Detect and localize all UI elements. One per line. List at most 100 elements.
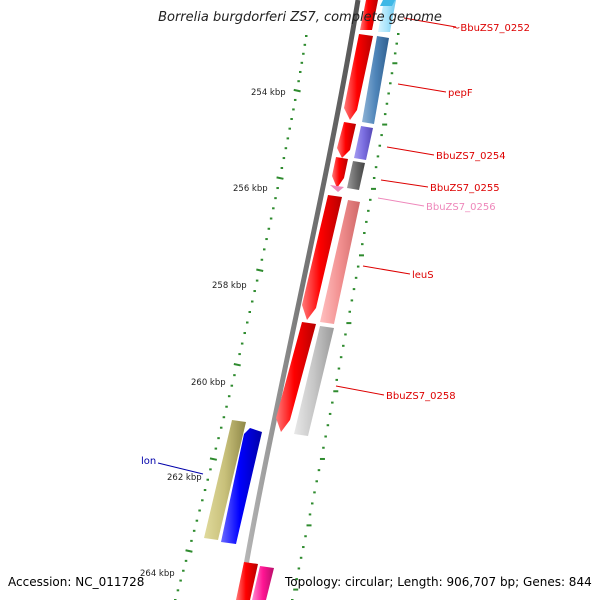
outer-ring-dot [333, 390, 339, 393]
gene-label-0255[interactable]: BbuZS7_0255 [430, 183, 500, 194]
scale-minor-tick [300, 61, 304, 64]
scale-minor-tick [276, 187, 279, 190]
outer-ring-dot [306, 524, 312, 527]
scale-minor-tick [250, 300, 254, 303]
scale-minor-tick [184, 559, 188, 562]
gene-cds-pepF-steel[interactable] [362, 36, 389, 124]
gene-arrow-leuS[interactable] [302, 195, 342, 320]
scale-label-264: 264 kbp [140, 569, 175, 579]
scale-minor-tick [248, 311, 251, 313]
scale-minor-tick [198, 509, 201, 512]
scale-minor-tick [176, 589, 180, 592]
leader-lon [157, 462, 204, 475]
outer-ring-dot [367, 209, 370, 212]
gene-label-0256[interactable]: BbuZS7_0256 [426, 202, 496, 213]
outer-ring-dot [326, 424, 330, 427]
map-title: Borrelia burgdorferi ZS7, complete genom… [158, 10, 442, 25]
accession-text: Accession: NC_011728 [8, 575, 145, 589]
scale-minor-tick [255, 279, 259, 282]
scale-minor-tick [262, 248, 266, 251]
outer-ring-dot [331, 401, 334, 404]
scale-minor-tick [305, 35, 308, 37]
outer-ring-dot [319, 457, 325, 460]
gene-arrow-0252[interactable] [360, 0, 378, 30]
scale-minor-tick [214, 447, 218, 450]
scale-major-tick [293, 88, 301, 93]
outer-ring-dot [383, 113, 387, 116]
outer-ring-dot [387, 92, 390, 95]
scale-minor-tick [274, 197, 277, 200]
gene-arrow-pepF[interactable] [344, 34, 373, 120]
gene-cds-0252-cyan[interactable] [378, 0, 396, 32]
gene-label-lon[interactable]: lon [141, 456, 156, 467]
scale-minor-tick [297, 80, 300, 83]
gene-cds-pink-bottom[interactable] [252, 566, 274, 600]
outer-ring-dot [382, 123, 388, 126]
outer-ring-dot [374, 166, 378, 169]
outer-ring-dot [310, 502, 314, 505]
outer-ring-dot [339, 356, 343, 359]
gene-label-0252[interactable]: ~BbuZS7_0252 [452, 23, 530, 34]
scale-minor-tick [209, 468, 212, 471]
outer-ring-dot [308, 513, 312, 516]
scale-minor-tick [230, 384, 234, 387]
outer-ring-dot [315, 480, 318, 483]
leader-0254 [386, 146, 435, 156]
outer-ring-dot [328, 412, 332, 415]
outer-ring-dot [302, 546, 305, 549]
scale-minor-tick [280, 167, 284, 169]
outer-ring-dot [390, 72, 394, 75]
gene-cds-leuS-salmon[interactable] [320, 200, 360, 324]
gene-label-0258[interactable]: BbuZS7_0258 [386, 391, 456, 402]
scale-minor-tick [286, 137, 290, 140]
gene-arrow-0254[interactable] [337, 122, 356, 158]
outer-ring-dot [299, 556, 303, 559]
scale-minor-tick [267, 227, 271, 230]
gene-arrow-0256[interactable] [330, 185, 344, 192]
gene-labels: ~BbuZS7_0252 pepF BbuZS7_0254 BbuZS7_025… [141, 17, 530, 475]
scale-major-tick [185, 549, 193, 553]
outer-ring-dot [313, 491, 316, 494]
scale-minor-tick [302, 52, 305, 55]
scale-minor-tick [195, 519, 199, 522]
outer-ring-dot [324, 435, 327, 438]
gene-cds-0252-cyan-head[interactable] [380, 0, 395, 6]
outer-ring-dot [370, 187, 376, 190]
gene-label-leuS[interactable]: leuS [412, 270, 434, 281]
scale-minor-tick [219, 426, 223, 429]
scale-minor-tick [227, 395, 231, 398]
scale-minor-tick [201, 499, 204, 502]
gene-cds-0254-purple[interactable] [354, 126, 373, 160]
scale-minor-tick [206, 478, 209, 481]
outer-ring-dot [354, 276, 358, 279]
scale-major-tick [276, 176, 284, 180]
gene-lon-olive[interactable] [204, 420, 246, 540]
scale-minor-tick [265, 238, 268, 241]
outer-ring-dot [317, 469, 321, 472]
outer-ring-dot [378, 144, 382, 147]
outer-ring-dot [369, 198, 372, 201]
scale-minor-tick [240, 342, 244, 345]
gene-arrow-0258[interactable] [276, 322, 316, 432]
leader-leuS [362, 265, 411, 275]
outer-ring-dot [346, 322, 352, 325]
gene-arrow-bottom[interactable] [236, 562, 258, 600]
scale-label-254: 254 kbp [251, 88, 286, 98]
scale-minor-tick [245, 321, 249, 324]
scale-minor-tick [284, 147, 288, 150]
feature-track-inner [204, 420, 262, 544]
gene-cds-0258-grey[interactable] [294, 326, 334, 436]
scale-minor-tick [290, 118, 293, 121]
scale-minor-tick [298, 70, 302, 73]
outer-ring-dot [322, 446, 325, 449]
outer-ring-dot [344, 333, 347, 336]
gene-cds-0255-dark[interactable] [347, 161, 365, 190]
gene-arrow-0255[interactable] [332, 157, 348, 188]
leader-0258 [335, 385, 385, 396]
scale-major-tick [233, 363, 241, 367]
gene-lon-arrow[interactable] [221, 428, 262, 544]
gene-label-0254[interactable]: BbuZS7_0254 [436, 151, 506, 162]
gene-label-pepF[interactable]: pepF [448, 88, 473, 99]
outer-ring-dot [293, 588, 299, 591]
